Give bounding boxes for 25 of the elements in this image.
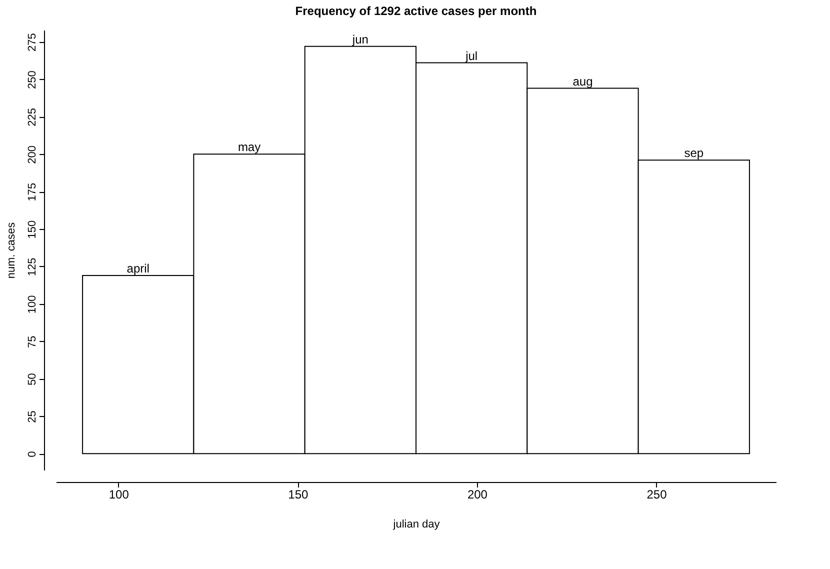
y-tick-label: 0 xyxy=(26,451,38,458)
y-tick-label: 100 xyxy=(26,295,38,314)
y-tick-label: 50 xyxy=(26,373,38,386)
data-label: may xyxy=(238,140,261,154)
x-tick-label: 250 xyxy=(646,488,668,502)
data-label: jun xyxy=(351,32,368,46)
data-label: jul xyxy=(464,48,478,63)
y-tick-label: 25 xyxy=(26,410,38,423)
y-tick-label: 225 xyxy=(26,108,38,126)
y-axis-title: num. cases xyxy=(6,222,18,279)
y-tick-label: 150 xyxy=(26,220,38,239)
y-tick-label: 200 xyxy=(26,145,38,164)
x-tick-label: 100 xyxy=(108,488,130,502)
y-tick-label: 275 xyxy=(26,33,38,52)
x-tick-label: 200 xyxy=(467,488,488,502)
x-axis-title: julian day xyxy=(392,518,440,530)
y-tick-label: 175 xyxy=(26,182,38,202)
y-tick-label: 125 xyxy=(26,258,38,276)
data-label: sep xyxy=(684,146,704,160)
chart-title: Frequency of 1292 active cases per month xyxy=(295,4,537,18)
data-label: aug xyxy=(572,74,593,88)
y-tick-label: 75 xyxy=(26,336,38,348)
x-tick-label: 150 xyxy=(288,488,309,502)
y-tick-label: 250 xyxy=(26,70,38,89)
data-label: april xyxy=(126,261,150,276)
